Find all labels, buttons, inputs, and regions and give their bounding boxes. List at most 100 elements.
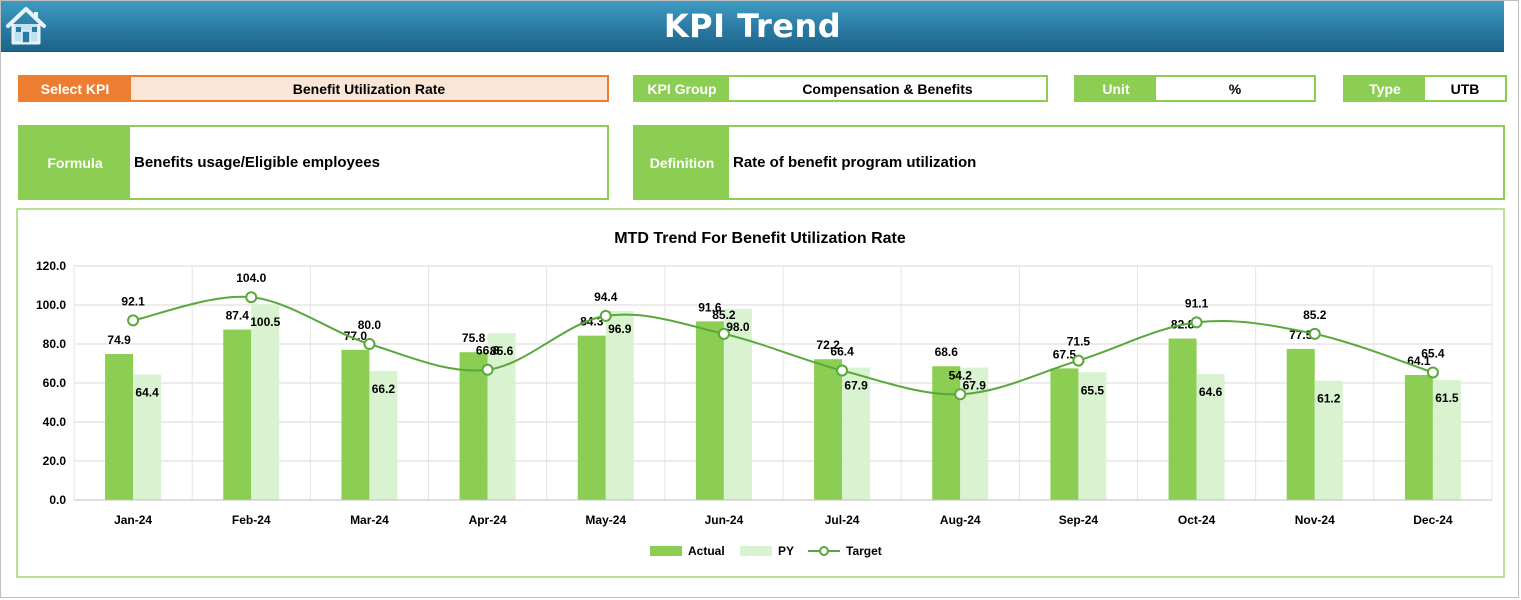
definition-field: Definition Rate of benefit program utili…	[633, 125, 1505, 200]
target-point	[245, 291, 258, 304]
target-data-label: 54.2	[949, 368, 973, 382]
formula-value: Benefits usage/Eligible employees	[130, 127, 607, 198]
actual-bar	[223, 329, 252, 500]
unit-label: Unit	[1076, 77, 1156, 100]
actual-data-label: 91.6	[698, 300, 722, 314]
y-tick-label: 40.0	[43, 415, 67, 429]
py-bar	[960, 367, 989, 500]
x-tick-label: Nov-24	[1295, 513, 1335, 527]
x-tick-label: Jun-24	[705, 513, 744, 527]
py-bar	[133, 374, 162, 500]
actual-data-label: 67.5	[1053, 347, 1077, 361]
target-point	[836, 364, 849, 377]
x-tick-label: Sep-24	[1059, 513, 1099, 527]
select-kpi-dropdown[interactable]: Benefit Utilization Rate	[130, 77, 607, 100]
kpi-group-field: KPI Group Compensation & Benefits	[633, 75, 1048, 102]
target-point	[1308, 327, 1321, 340]
target-data-label: 65.4	[1421, 346, 1445, 360]
page-title: KPI Trend	[663, 7, 842, 45]
legend-target-marker	[819, 546, 829, 556]
type-label: Type	[1345, 77, 1425, 100]
py-data-label: 85.6	[490, 344, 514, 358]
actual-bar	[105, 353, 134, 500]
mtd-trend-chart: MTD Trend For Benefit Utilization Rate 0.…	[16, 208, 1505, 578]
y-tick-label: 120.0	[36, 259, 66, 273]
actual-bar	[932, 366, 961, 500]
x-tick-label: Feb-24	[232, 513, 271, 527]
py-bar	[1078, 372, 1107, 500]
definition-value: Rate of benefit program utilization	[729, 127, 1503, 198]
py-bar	[369, 370, 398, 500]
target-data-label: 80.0	[358, 318, 382, 332]
kpi-group-label: KPI Group	[635, 77, 729, 100]
actual-data-label: 74.9	[107, 333, 131, 347]
chart-svg: MTD Trend For Benefit Utilization Rate 0.…	[36, 230, 1493, 558]
py-data-label: 61.5	[1435, 391, 1459, 405]
actual-data-label: 68.6	[935, 345, 959, 359]
target-data-label: 91.1	[1185, 296, 1209, 310]
target-point	[599, 309, 612, 322]
py-data-label: 67.9	[963, 379, 987, 393]
py-bar	[1432, 380, 1461, 500]
select-kpi-field: Select KPI Benefit Utilization Rate	[18, 75, 609, 102]
definition-label: Definition	[635, 127, 729, 198]
legend-py-label: PY	[778, 544, 794, 558]
x-tick-label: Jul-24	[825, 513, 860, 527]
target-point	[717, 327, 730, 340]
py-bar	[1196, 374, 1225, 500]
x-tick-label: Aug-24	[940, 513, 981, 527]
actual-bar	[695, 321, 724, 500]
home-icon[interactable]	[5, 5, 47, 47]
y-tick-label: 80.0	[43, 337, 67, 351]
select-kpi-label: Select KPI	[20, 77, 130, 100]
py-data-label: 66.2	[372, 382, 396, 396]
kpi-group-value: Compensation & Benefits	[729, 77, 1046, 100]
target-data-label: 85.2	[1303, 308, 1327, 322]
y-tick-label: 60.0	[43, 376, 67, 390]
type-field: Type UTB	[1343, 75, 1507, 102]
y-tick-label: 20.0	[43, 454, 67, 468]
target-data-label: 66.4	[830, 345, 854, 359]
actual-bar	[1404, 375, 1433, 500]
target-point	[954, 388, 967, 401]
y-tick-label: 100.0	[36, 298, 66, 312]
py-data-label: 61.2	[1317, 392, 1341, 406]
actual-data-label: 72.2	[816, 338, 840, 352]
py-data-label: 64.4	[135, 385, 159, 399]
py-bar	[487, 333, 516, 500]
actual-data-label: 75.8	[462, 331, 486, 345]
actual-bar	[1168, 338, 1197, 500]
actual-data-label: 77.0	[344, 329, 368, 343]
actual-bar	[814, 359, 843, 500]
py-data-label: 98.0	[726, 320, 750, 334]
target-point	[1072, 354, 1085, 367]
target-data-label: 94.4	[594, 290, 618, 304]
py-data-label: 96.9	[608, 322, 632, 336]
target-point	[127, 314, 140, 327]
actual-bar	[341, 349, 370, 500]
x-tick-label: May-24	[585, 513, 626, 527]
actual-data-label: 87.4	[226, 309, 250, 323]
unit-value: %	[1156, 77, 1314, 100]
target-data-label: 85.2	[712, 308, 736, 322]
target-data-label: 66.8	[476, 344, 500, 358]
legend-target-label: Target	[846, 544, 882, 558]
target-point	[1426, 366, 1439, 379]
target-point	[1190, 316, 1203, 329]
py-data-label: 100.5	[250, 315, 280, 329]
unit-field: Unit %	[1074, 75, 1316, 102]
actual-bar	[1286, 348, 1315, 500]
py-data-label: 67.9	[844, 379, 868, 393]
target-data-label: 71.5	[1067, 335, 1091, 349]
py-bar	[1314, 380, 1343, 500]
formula-field: Formula Benefits usage/Eligible employee…	[18, 125, 609, 200]
py-bar	[842, 367, 871, 500]
legend-actual-swatch	[650, 546, 682, 556]
header-banner: KPI Trend	[1, 1, 1504, 52]
py-bar	[605, 311, 634, 500]
py-data-label: 65.5	[1081, 383, 1105, 397]
chart-title: MTD Trend For Benefit Utilization Rate	[614, 230, 906, 247]
x-tick-label: Dec-24	[1413, 513, 1453, 527]
actual-bar	[577, 335, 606, 500]
legend-actual-label: Actual	[688, 544, 725, 558]
